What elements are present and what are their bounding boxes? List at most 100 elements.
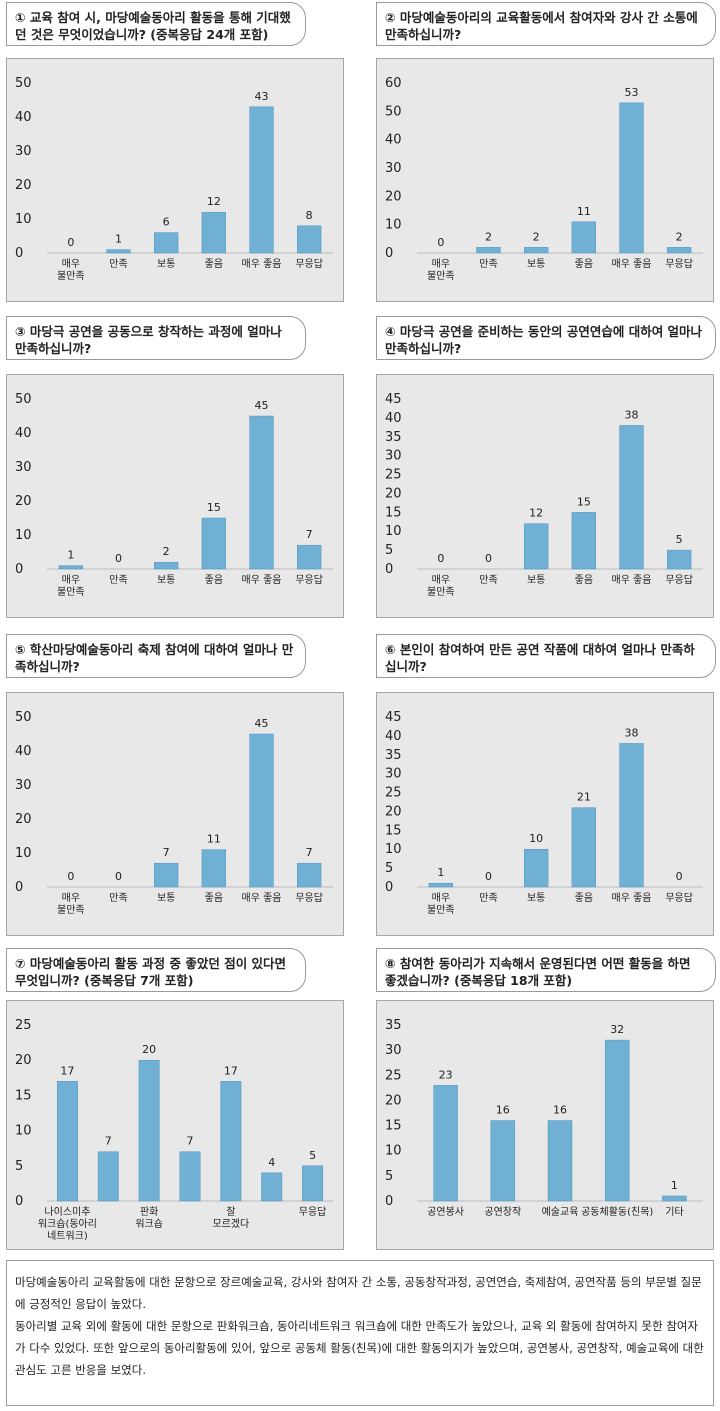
- bar: [571, 221, 597, 254]
- y-tick-label: 60: [385, 76, 402, 91]
- y-tick-label: 50: [15, 392, 32, 407]
- category-label: 판화 워크숍: [135, 1206, 163, 1230]
- bar: [297, 862, 322, 888]
- bar: [524, 848, 549, 888]
- category-label: 만족: [109, 574, 127, 586]
- data-label: 0: [115, 552, 122, 565]
- category-label: 무응답: [665, 892, 693, 904]
- chart-2: 0 10 20 30 40 50 60 0 매우 불만족 2 만족 2 보통 11 좋음 53 매우 좋음 2 무응답: [376, 58, 714, 302]
- category-label: 좋음: [205, 892, 223, 904]
- question-6: ⑥ 본인이 참여하여 만든 공연 작품에 대하여 얼마나 만족하십니까?: [376, 634, 716, 678]
- summary-box: 마당예술동아리 교육활동에 대한 문항으로 장르예술교육, 강사와 참여자 간 …: [6, 1260, 714, 1406]
- y-tick-label: 10: [15, 846, 32, 861]
- y-tick-label: 10: [385, 218, 402, 233]
- data-label: 45: [255, 399, 269, 412]
- bar: [138, 1059, 160, 1202]
- data-label: 16: [496, 1104, 510, 1117]
- data-label: 2: [163, 545, 170, 558]
- data-label: 17: [60, 1064, 74, 1077]
- bar: [524, 523, 549, 570]
- y-tick-label: 15: [385, 1119, 402, 1134]
- y-tick-label: 25: [385, 1068, 402, 1083]
- data-label: 0: [115, 870, 122, 883]
- y-tick-label: 20: [385, 189, 402, 204]
- y-tick-label: 50: [15, 76, 32, 91]
- y-tick-label: 35: [385, 430, 402, 445]
- data-label: 0: [485, 552, 492, 565]
- chart-1: 0 10 20 30 40 50 0 매우 불만족 1 만족 6 보통 12 좋음 43 매우 좋음 8 무응답: [6, 58, 344, 302]
- chart-8: 0 5 10 15 20 25 30 35 23 공연봉사 16 공연창작 16 예술교육 32 공동체활동(…: [376, 1000, 714, 1250]
- question-1: ① 교육 참여 시, 마당예술동아리 활동을 통해 기대했던 것은 무엇이었습니…: [6, 2, 306, 46]
- category-label: 매우 좋음: [242, 892, 282, 904]
- y-tick-label: 35: [385, 1018, 402, 1033]
- summary-paragraph-1: 마당예술동아리 교육활동에 대한 문항으로 장르예술교육, 강사와 참여자 간 …: [15, 1275, 702, 1311]
- bar: [97, 1151, 119, 1202]
- category-label: 만족: [479, 892, 497, 904]
- y-tick-label: 30: [385, 767, 402, 782]
- category-label: 보통: [527, 892, 545, 904]
- bar: [476, 247, 501, 254]
- y-tick-label: 20: [385, 804, 402, 819]
- data-label: 11: [577, 205, 591, 218]
- data-label: 45: [255, 717, 269, 730]
- survey-panel-6: ⑥ 본인이 참여하여 만든 공연 작품에 대하여 얼마나 만족하십니까? 0 5 1…: [376, 634, 716, 936]
- category-label: 기타: [665, 1206, 683, 1218]
- y-tick-label: 45: [385, 710, 402, 725]
- bar: [154, 232, 179, 254]
- data-label: 15: [207, 501, 221, 514]
- category-label: 매우 불만족: [57, 892, 85, 916]
- survey-panel-8: ⑧ 참여한 동아리가 지속해서 운영된다면 어떤 활동을 하면 좋겠습니까? (…: [376, 948, 716, 1250]
- y-tick-label: 30: [385, 449, 402, 464]
- chart-svg: 0 10 20 30 40 50 0 매우 불만족 0 만족 7 보통 11 좋음 45 매우 좋음 7 무응답: [15, 710, 333, 916]
- bar: [154, 862, 179, 888]
- data-label: 21: [577, 791, 591, 804]
- y-tick-label: 40: [15, 744, 32, 759]
- data-label: 16: [553, 1104, 567, 1117]
- category-label: 무응답: [295, 574, 323, 586]
- y-tick-label: 25: [15, 1018, 32, 1033]
- category-label: 무응답: [295, 892, 323, 904]
- chart-svg: 0 5 10 15 20 25 30 35 40 45 0 매우 불만족 0 만족 12 보통 15 좋음 38 매우 …: [385, 392, 703, 598]
- y-tick-label: 40: [385, 133, 402, 148]
- y-tick-label: 30: [15, 460, 32, 475]
- category-label: 나이스미추 워크숍(동아리 네트워크): [38, 1206, 97, 1242]
- data-label: 2: [676, 230, 683, 243]
- chart-svg: 0 10 20 30 40 50 60 0 매우 불만족 2 만족 2 보통 11 좋음 53 매우 좋음 2 무응답: [385, 76, 703, 282]
- bar: [58, 565, 84, 570]
- survey-panel-2: ② 마당예술동아리의 교육활동에서 참여자와 강사 간 소통에 만족하십니까? …: [376, 2, 716, 302]
- category-label: 보통: [157, 892, 175, 904]
- y-tick-label: 0: [385, 880, 393, 895]
- data-label: 5: [309, 1149, 316, 1162]
- y-tick-label: 20: [15, 812, 32, 827]
- category-label: 매우 좋음: [612, 892, 652, 904]
- bar: [56, 1081, 78, 1202]
- data-label: 2: [485, 230, 492, 243]
- y-tick-label: 45: [385, 392, 402, 407]
- data-label: 17: [224, 1064, 238, 1077]
- bar: [297, 225, 322, 254]
- category-label: 매우 좋음: [242, 258, 282, 270]
- category-label: 보통: [157, 258, 175, 270]
- category-label: 잘 모르겠다: [212, 1206, 249, 1230]
- bar: [667, 247, 692, 254]
- category-label: 무응답: [295, 258, 323, 270]
- data-label: 10: [529, 832, 543, 845]
- chart-svg: 0 5 10 15 20 25 30 35 23 공연봉사 16 공연창작 16 예술교육 32 공동체활동(…: [385, 1018, 703, 1218]
- data-label: 0: [67, 236, 74, 249]
- category-label: 만족: [479, 574, 497, 586]
- y-tick-label: 15: [15, 1088, 32, 1103]
- y-tick-label: 50: [15, 710, 32, 725]
- data-label: 38: [625, 726, 639, 739]
- category-label: 만족: [109, 258, 127, 270]
- y-tick-label: 10: [385, 842, 402, 857]
- y-tick-label: 10: [385, 1144, 402, 1159]
- category-label: 매우 불만족: [427, 574, 455, 598]
- data-label: 43: [255, 90, 269, 103]
- bar: [249, 733, 274, 888]
- category-label: 좋음: [575, 892, 593, 904]
- data-label: 7: [306, 528, 313, 541]
- y-tick-label: 40: [15, 426, 32, 441]
- question-7: ⑦ 마당예술동아리 활동 과정 중 좋았던 점이 있다면 무엇입니까? (중복응…: [6, 948, 306, 992]
- y-tick-label: 30: [15, 778, 32, 793]
- category-label: 매우 좋음: [242, 574, 282, 586]
